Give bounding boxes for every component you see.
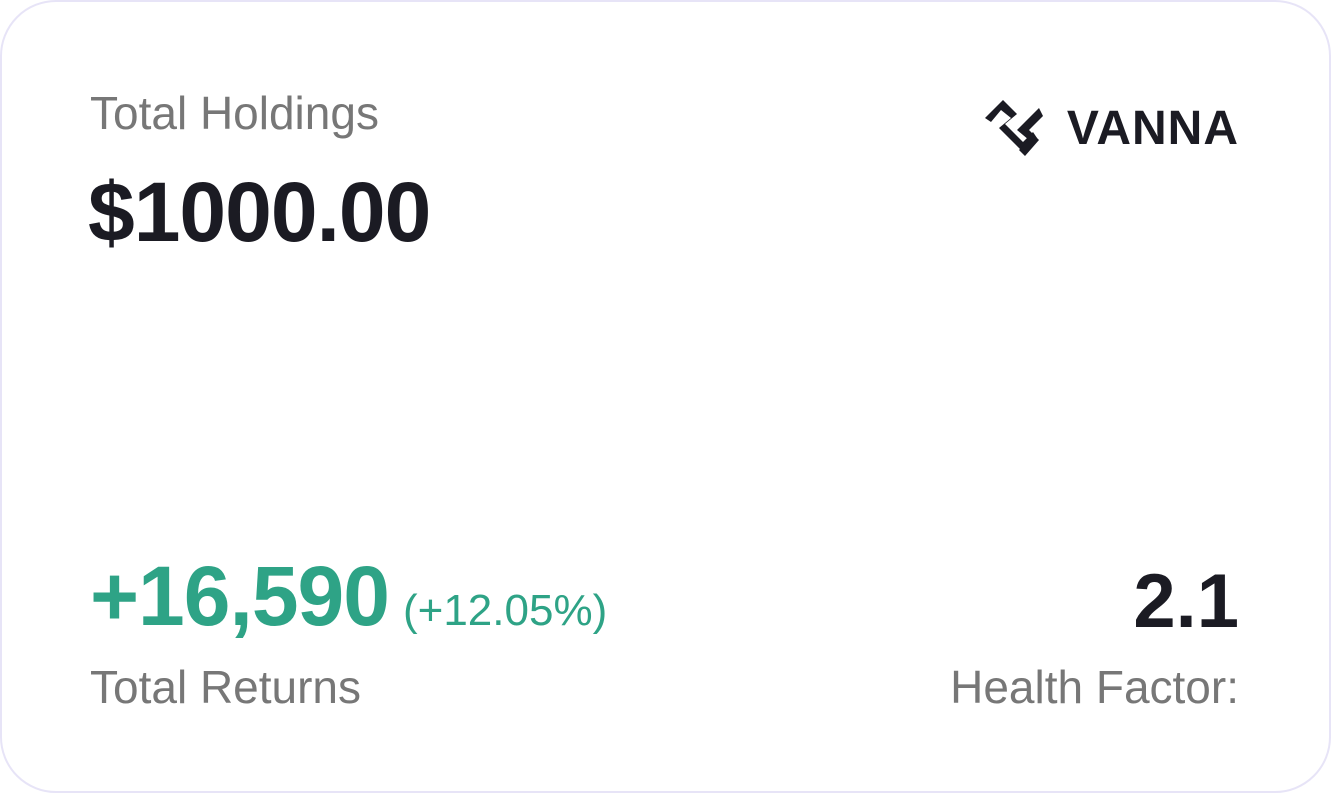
total-returns-label: Total Returns [90, 661, 362, 713]
total-holdings-value: $1000.00 [88, 165, 431, 259]
health-factor-label: Health Factor: [950, 661, 1239, 713]
vanna-logo-icon [984, 100, 1043, 156]
total-holdings-label: Total Holdings [90, 87, 379, 139]
total-returns-percent: (+12.05%) [402, 586, 608, 635]
total-returns-row: +16,590 (+12.05%) [90, 550, 607, 642]
brand-logo: VANNA [979, 94, 1239, 164]
health-factor-value: 2.1 [1133, 559, 1239, 644]
total-returns-value: +16,590 [90, 549, 390, 643]
brand-name: VANNA [1066, 102, 1239, 155]
